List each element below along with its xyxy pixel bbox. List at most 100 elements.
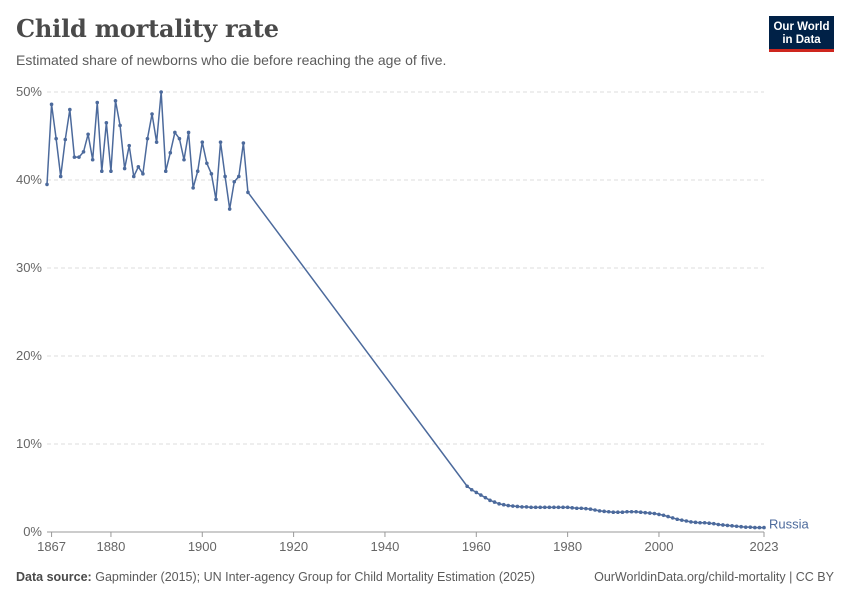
data-point bbox=[177, 136, 182, 141]
data-point bbox=[538, 505, 543, 510]
data-point bbox=[109, 169, 113, 173]
data-point bbox=[159, 90, 163, 94]
data-point bbox=[597, 509, 602, 513]
data-source-label: Data source: bbox=[16, 570, 92, 584]
y-tick-label: 20% bbox=[16, 348, 42, 363]
data-point bbox=[49, 102, 54, 107]
data-point bbox=[711, 521, 716, 526]
data-point bbox=[593, 508, 597, 512]
data-point bbox=[524, 505, 529, 509]
data-point bbox=[757, 525, 762, 530]
data-point bbox=[716, 522, 721, 527]
y-axis-tick-labels: 0% 10% 20% 30% 40% 50% bbox=[16, 84, 42, 539]
data-point bbox=[186, 130, 191, 135]
data-point bbox=[474, 490, 479, 495]
data-point bbox=[547, 505, 552, 510]
data-point bbox=[131, 174, 136, 179]
x-tick-label: 1960 bbox=[462, 539, 491, 554]
data-point bbox=[246, 190, 250, 195]
y-tick-label: 0% bbox=[23, 524, 42, 539]
data-point bbox=[86, 132, 90, 137]
data-source: Data source: Gapminder (2015); UN Inter-… bbox=[16, 570, 535, 584]
data-point bbox=[223, 174, 227, 179]
x-tick-label: 1900 bbox=[188, 539, 217, 554]
y-tick-label: 50% bbox=[16, 84, 42, 99]
data-point bbox=[515, 504, 520, 509]
data-point bbox=[218, 140, 223, 144]
data-point bbox=[606, 509, 611, 514]
data-point bbox=[68, 107, 72, 112]
data-point bbox=[511, 504, 515, 508]
data-point bbox=[100, 169, 104, 173]
logo-line-2: in Data bbox=[782, 34, 821, 46]
data-point bbox=[54, 136, 58, 141]
data-point bbox=[693, 520, 698, 525]
x-tick-label: 2023 bbox=[750, 539, 779, 554]
data-point bbox=[150, 112, 154, 116]
data-point bbox=[721, 523, 725, 527]
x-tick-label: 1920 bbox=[279, 539, 308, 554]
data-point bbox=[584, 506, 588, 511]
data-point bbox=[620, 510, 625, 514]
data-point bbox=[579, 506, 584, 511]
data-point bbox=[679, 518, 684, 522]
x-tick-label: 1940 bbox=[370, 539, 399, 554]
data-point bbox=[492, 500, 497, 504]
data-point bbox=[182, 157, 186, 162]
data-point bbox=[141, 172, 145, 176]
data-point bbox=[241, 141, 246, 145]
data-point bbox=[748, 525, 753, 529]
data-point bbox=[214, 197, 218, 202]
data-point bbox=[136, 165, 141, 169]
data-point bbox=[173, 130, 177, 135]
data-point bbox=[552, 505, 556, 510]
owid-logo[interactable]: Our World in Data bbox=[769, 16, 834, 52]
data-point bbox=[689, 520, 693, 524]
data-point bbox=[638, 510, 643, 514]
data-point bbox=[661, 513, 666, 518]
data-point bbox=[81, 150, 86, 154]
x-tick-label: 1880 bbox=[96, 539, 125, 554]
data-point bbox=[479, 493, 483, 497]
data-point bbox=[643, 510, 648, 515]
data-point bbox=[501, 502, 506, 507]
data-point bbox=[127, 143, 132, 148]
data-point bbox=[565, 505, 570, 510]
data-point bbox=[657, 512, 661, 517]
series-end-label: Russia bbox=[769, 517, 810, 532]
data-point bbox=[570, 506, 574, 510]
data-point bbox=[561, 505, 565, 510]
data-point bbox=[533, 505, 538, 510]
data-point bbox=[734, 524, 739, 529]
data-point bbox=[707, 521, 711, 525]
data-point bbox=[113, 99, 118, 103]
data-source-text: Gapminder (2015); UN Inter-agency Group … bbox=[95, 570, 535, 584]
data-point bbox=[725, 523, 730, 528]
data-point bbox=[95, 100, 100, 105]
grid-lines bbox=[47, 91, 764, 445]
chart-title: Child mortality rate bbox=[16, 14, 279, 43]
data-point bbox=[625, 509, 629, 514]
x-tick-label: 1867 bbox=[37, 539, 66, 554]
data-point bbox=[743, 525, 748, 529]
y-tick-label: 40% bbox=[16, 172, 42, 187]
data-point bbox=[488, 498, 492, 503]
data-point bbox=[602, 509, 606, 514]
data-point bbox=[163, 169, 168, 173]
footer-link[interactable]: OurWorldinData.org/child-mortality | CC … bbox=[594, 570, 834, 584]
data-point bbox=[63, 137, 68, 142]
x-tick-label: 1980 bbox=[553, 539, 582, 554]
data-point bbox=[634, 509, 638, 514]
data-point bbox=[122, 166, 127, 171]
data-point bbox=[730, 524, 734, 528]
data-point bbox=[465, 484, 469, 489]
data-point bbox=[45, 182, 49, 187]
data-point bbox=[58, 174, 63, 179]
data-point bbox=[154, 140, 159, 144]
data-point bbox=[205, 161, 209, 166]
data-point bbox=[588, 507, 593, 511]
data-point bbox=[556, 505, 561, 510]
data-point bbox=[506, 503, 511, 508]
y-tick-label: 10% bbox=[16, 436, 42, 451]
data-point bbox=[702, 520, 707, 525]
